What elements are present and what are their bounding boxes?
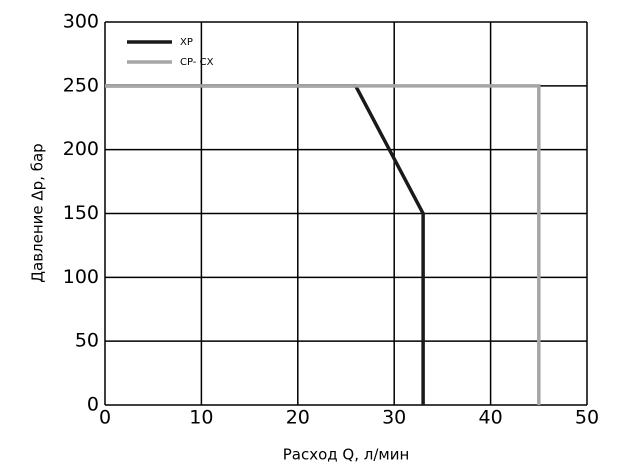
x-axis-label: Расход Q, л/мин [283,446,410,464]
y-tick-label: 200 [63,138,99,160]
y-tick-label: 0 [87,394,99,416]
y-axis-label: Давление Δр, бар [29,143,47,282]
x-tick-label: 30 [382,407,406,429]
x-tick-label: 0 [99,407,111,429]
y-tick-label: 250 [63,74,99,96]
legend-text: XP [180,37,193,48]
y-tick-label: 50 [75,330,99,352]
y-tick-label: 150 [63,202,99,224]
x-tick-label: 10 [189,407,213,429]
legend-text: CP- CX [180,57,214,68]
x-tick-label: 50 [575,407,599,429]
y-tick-label: 300 [63,11,99,33]
x-tick-label: 20 [286,407,310,429]
series-line [105,84,541,405]
y-tick-label: 100 [63,266,99,288]
series-line [105,84,425,405]
x-tick-label: 40 [479,407,503,429]
